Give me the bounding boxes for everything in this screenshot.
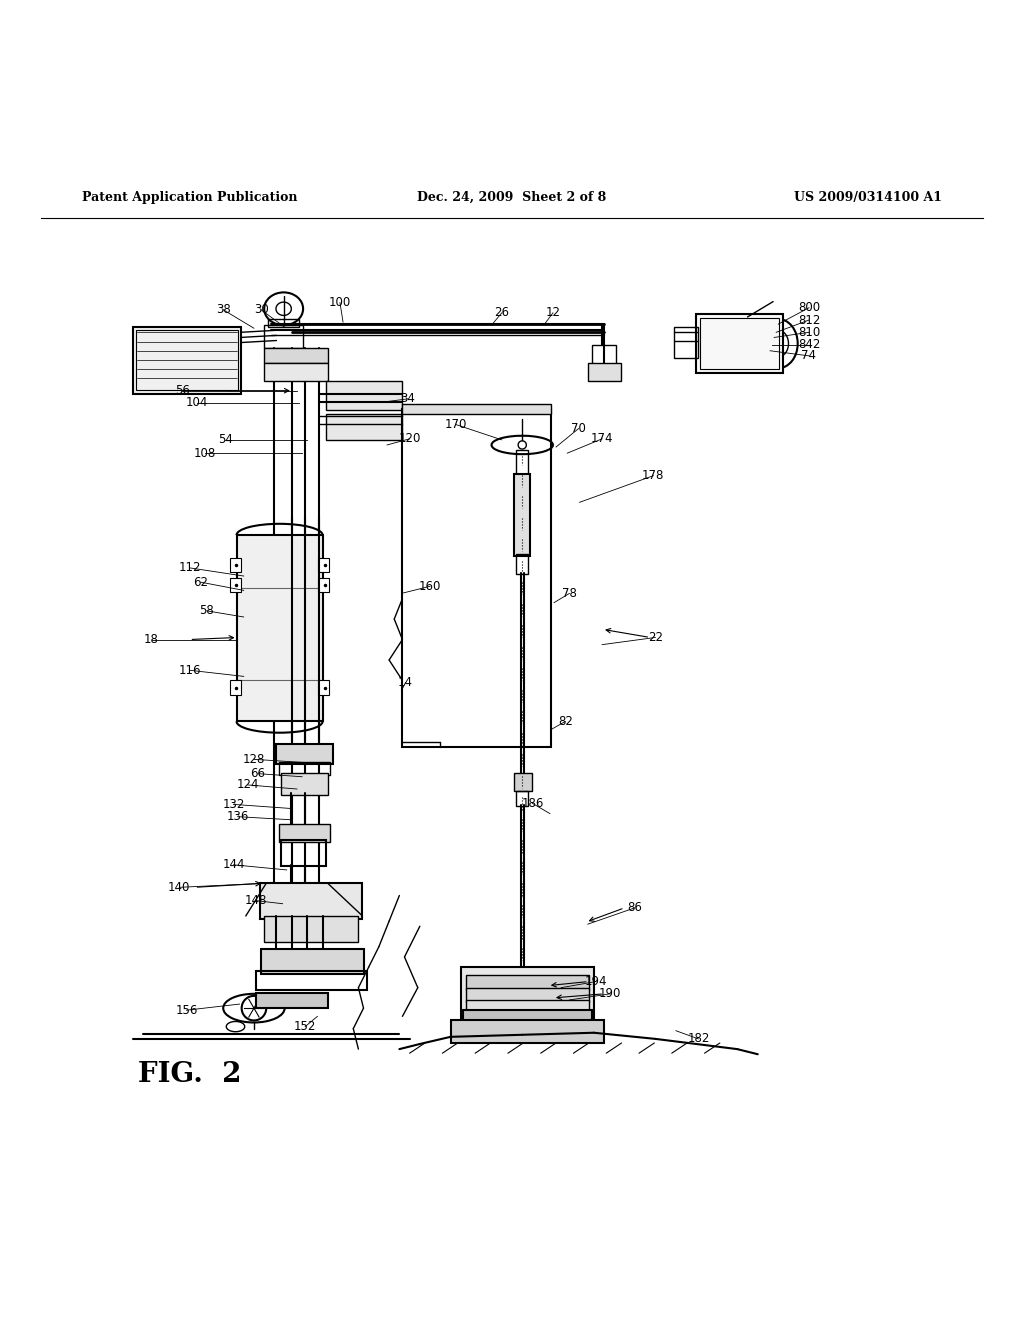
Text: Dec. 24, 2009  Sheet 2 of 8: Dec. 24, 2009 Sheet 2 of 8 — [418, 190, 606, 203]
Text: 174: 174 — [591, 433, 613, 445]
Bar — [326, 414, 402, 440]
Bar — [516, 791, 528, 807]
Bar — [466, 975, 589, 990]
Bar — [700, 318, 779, 370]
Bar — [281, 841, 326, 866]
Text: 120: 120 — [398, 433, 421, 445]
Text: 104: 104 — [185, 396, 208, 409]
Bar — [279, 763, 330, 775]
Text: 56: 56 — [175, 384, 189, 397]
Bar — [230, 681, 241, 694]
Text: 128: 128 — [243, 752, 265, 766]
Bar — [463, 1010, 592, 1023]
Bar — [466, 987, 589, 1002]
Text: 800: 800 — [798, 301, 820, 314]
Text: 14: 14 — [398, 676, 413, 689]
Text: 116: 116 — [178, 664, 201, 677]
Text: 132: 132 — [222, 797, 245, 810]
Bar — [256, 993, 328, 1008]
Bar — [281, 772, 328, 795]
Text: US 2009/0314100 A1: US 2009/0314100 A1 — [794, 190, 942, 203]
Text: 810: 810 — [798, 326, 820, 339]
Bar — [318, 557, 329, 572]
Bar — [268, 319, 299, 327]
Text: 34: 34 — [400, 392, 415, 405]
Bar — [279, 824, 330, 842]
Bar — [256, 972, 367, 990]
Bar — [516, 553, 528, 574]
Text: 66: 66 — [251, 767, 265, 780]
Bar — [237, 535, 323, 722]
Bar — [592, 345, 616, 366]
Text: 100: 100 — [329, 296, 351, 309]
Text: 112: 112 — [178, 561, 201, 574]
Text: 26: 26 — [495, 306, 509, 319]
Text: 182: 182 — [687, 1032, 710, 1045]
Bar — [133, 327, 241, 393]
Bar — [264, 916, 358, 941]
Bar — [318, 681, 329, 694]
Text: 152: 152 — [294, 1020, 316, 1034]
Text: 160: 160 — [419, 579, 441, 593]
Bar — [261, 949, 364, 974]
Text: FIG.  2: FIG. 2 — [138, 1061, 242, 1088]
Text: 38: 38 — [216, 304, 230, 317]
Text: 30: 30 — [254, 304, 268, 317]
Text: 190: 190 — [599, 987, 622, 1001]
Bar — [326, 381, 402, 411]
Text: 136: 136 — [226, 810, 249, 824]
Text: 58: 58 — [200, 605, 214, 618]
Bar — [318, 578, 329, 593]
Bar — [516, 450, 528, 475]
Bar — [674, 327, 698, 358]
Text: 124: 124 — [237, 779, 259, 792]
Text: 12: 12 — [546, 306, 560, 319]
Text: 62: 62 — [194, 576, 208, 589]
Text: 86: 86 — [628, 902, 642, 915]
Bar — [696, 314, 783, 374]
Text: 148: 148 — [245, 894, 267, 907]
Bar — [466, 1001, 589, 1010]
Text: 170: 170 — [444, 418, 467, 430]
Bar — [264, 347, 328, 363]
Bar — [136, 330, 238, 389]
Text: 74: 74 — [802, 350, 816, 363]
Text: Patent Application Publication: Patent Application Publication — [82, 190, 297, 203]
Text: 70: 70 — [571, 422, 586, 436]
Bar — [588, 363, 621, 381]
Bar — [230, 557, 241, 572]
Text: 18: 18 — [144, 634, 159, 645]
Bar — [264, 363, 328, 381]
Text: 842: 842 — [798, 338, 820, 351]
Text: 178: 178 — [642, 469, 665, 482]
Bar — [514, 772, 532, 791]
Text: 812: 812 — [798, 314, 820, 326]
Bar — [514, 474, 530, 556]
Bar — [230, 578, 241, 593]
Text: 82: 82 — [558, 715, 572, 727]
Bar — [264, 325, 303, 347]
Text: 144: 144 — [222, 858, 245, 871]
Text: 54: 54 — [218, 433, 232, 446]
Text: 108: 108 — [194, 446, 216, 459]
Bar — [451, 1020, 604, 1043]
Text: 140: 140 — [168, 880, 190, 894]
Bar — [402, 409, 551, 747]
Text: 22: 22 — [648, 631, 663, 644]
Text: 156: 156 — [175, 1003, 198, 1016]
Bar — [276, 744, 333, 764]
Bar — [260, 883, 362, 919]
Text: 194: 194 — [585, 975, 607, 989]
Bar — [461, 968, 594, 1023]
Text: 78: 78 — [562, 587, 577, 599]
Bar — [402, 404, 551, 414]
Text: 186: 186 — [521, 797, 544, 810]
